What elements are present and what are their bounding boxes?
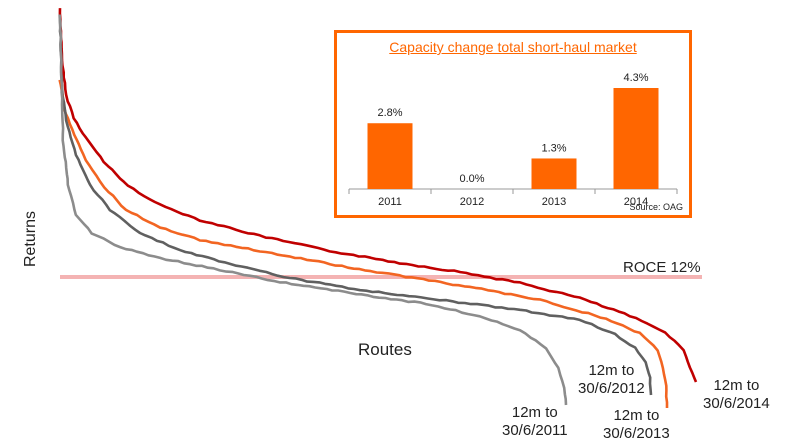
x-axis-label: Routes — [358, 340, 412, 359]
value-label-2011: 2.8% — [377, 107, 402, 119]
value-label-2014: 4.3% — [623, 72, 648, 84]
category-label-2013: 2013 — [542, 196, 566, 208]
series-label-2014: 12m to 30/6/2014 — [703, 377, 770, 412]
series-label-2012: 12m to 30/6/2012 — [578, 362, 645, 397]
series-line-2013 — [58, 79, 669, 408]
inset-bar-chart: 2.8% 2011 0.0% 2012 1.3% 2013 4.3% 2014 — [348, 72, 678, 208]
inset-title: Capacity change total short-haul market — [389, 39, 637, 55]
bar-2011 — [367, 123, 413, 189]
roce-label: ROCE 12% — [623, 259, 701, 276]
value-label-2012: 0.0% — [459, 173, 484, 185]
category-label-2014: 2014 — [624, 196, 648, 208]
bar-2014 — [613, 88, 659, 189]
series-line-2012 — [58, 19, 653, 396]
bar-2013 — [531, 158, 577, 189]
capacity-change-inset: Capacity change total short-haul market … — [334, 30, 692, 218]
series-line-2011 — [58, 14, 568, 406]
series-label-2011: 12m to 30/6/2011 — [502, 404, 568, 439]
inset-source: Source: OAG — [629, 202, 683, 212]
y-axis-label: Returns — [22, 210, 39, 268]
category-label-2012: 2012 — [460, 196, 484, 208]
series-line-2014 — [58, 8, 698, 383]
category-label-2011: 2011 — [378, 196, 402, 208]
value-label-2013: 1.3% — [541, 142, 566, 154]
series-label-2013: 12m to 30/6/2013 — [603, 407, 670, 442]
